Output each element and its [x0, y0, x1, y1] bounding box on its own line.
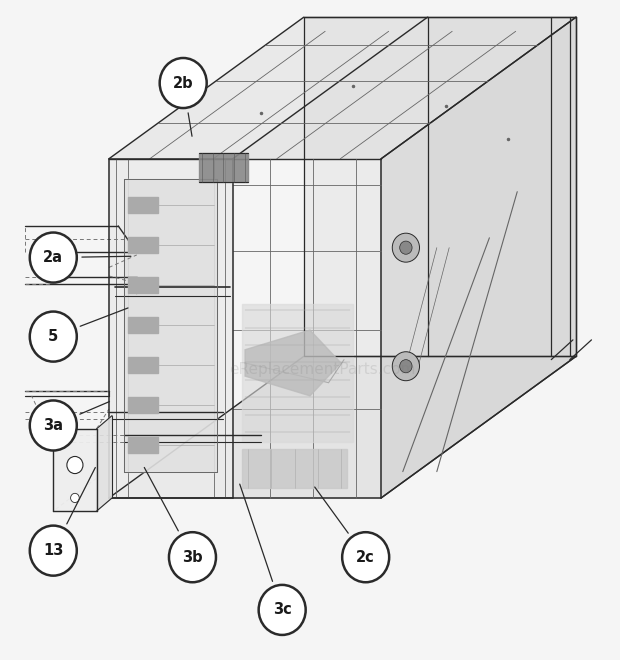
Circle shape [160, 58, 206, 108]
Polygon shape [125, 178, 217, 472]
Circle shape [30, 525, 77, 576]
Polygon shape [109, 17, 428, 159]
Polygon shape [109, 356, 576, 498]
Text: 3b: 3b [182, 550, 203, 565]
Circle shape [67, 457, 83, 474]
Text: 5: 5 [48, 329, 58, 344]
Polygon shape [109, 159, 232, 498]
Polygon shape [128, 237, 159, 253]
Text: 2b: 2b [173, 75, 193, 90]
Polygon shape [128, 197, 159, 213]
Circle shape [30, 401, 77, 451]
Polygon shape [198, 154, 248, 182]
Polygon shape [242, 449, 347, 488]
Circle shape [392, 233, 420, 262]
Polygon shape [128, 357, 159, 373]
Circle shape [30, 312, 77, 362]
Polygon shape [242, 304, 353, 442]
Circle shape [169, 532, 216, 582]
Polygon shape [232, 17, 576, 159]
Polygon shape [128, 277, 159, 293]
Text: 3c: 3c [273, 603, 291, 617]
Polygon shape [128, 438, 159, 453]
Text: 2c: 2c [356, 550, 375, 565]
Circle shape [400, 360, 412, 373]
Polygon shape [381, 17, 576, 498]
Polygon shape [428, 17, 576, 356]
Circle shape [400, 241, 412, 254]
Text: eReplacementParts.com: eReplacementParts.com [229, 362, 415, 377]
Polygon shape [128, 317, 159, 333]
Polygon shape [128, 397, 159, 413]
Circle shape [71, 493, 79, 502]
Text: 13: 13 [43, 543, 63, 558]
Text: 3a: 3a [43, 418, 63, 433]
Polygon shape [304, 17, 428, 356]
Polygon shape [245, 330, 341, 396]
Polygon shape [97, 416, 112, 511]
Circle shape [392, 352, 420, 381]
Text: 2a: 2a [43, 250, 63, 265]
Circle shape [342, 532, 389, 582]
Polygon shape [53, 429, 97, 511]
Circle shape [259, 585, 306, 635]
Circle shape [30, 232, 77, 282]
